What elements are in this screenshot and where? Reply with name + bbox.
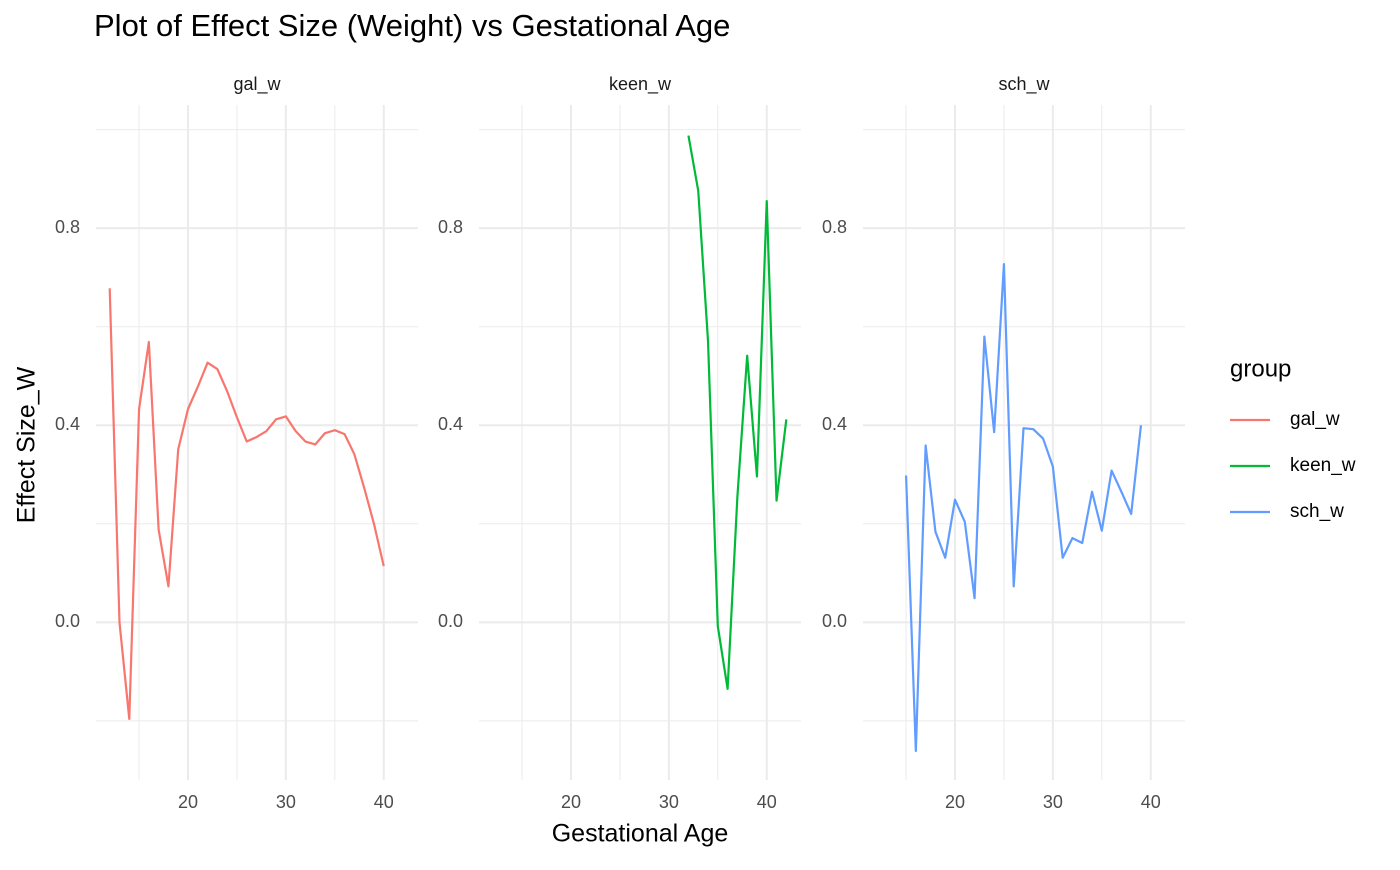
x-tick-label: 40 <box>374 792 394 812</box>
y-tick-label: 0.0 <box>822 611 847 631</box>
x-tick-label: 30 <box>276 792 296 812</box>
legend-label: gal_w <box>1290 409 1340 430</box>
facet-strip-label: keen_w <box>609 74 672 95</box>
y-tick-label: 0.4 <box>55 414 80 434</box>
x-tick-label: 40 <box>757 792 777 812</box>
y-tick-label: 0.0 <box>55 611 80 631</box>
line <box>904 263 1143 753</box>
line <box>108 288 385 721</box>
legend-title: group <box>1230 355 1291 382</box>
y-tick-label: 0.0 <box>438 611 463 631</box>
y-tick-label: 0.8 <box>438 217 463 237</box>
x-axis-label: Gestational Age <box>552 820 729 848</box>
x-tick-label: 30 <box>659 792 679 812</box>
chart-title: Plot of Effect Size (Weight) vs Gestatio… <box>94 8 730 43</box>
x-tick-label: 20 <box>945 792 965 812</box>
x-tick-label: 20 <box>178 792 198 812</box>
y-tick-label: 0.4 <box>822 414 847 434</box>
x-tick-label: 40 <box>1141 792 1161 812</box>
x-tick-label: 20 <box>561 792 581 812</box>
y-tick-label: 0.8 <box>822 217 847 237</box>
y-axis-label: Effect Size_W <box>13 366 41 523</box>
legend-label: sch_w <box>1290 501 1344 522</box>
facet-strip-label: gal_w <box>233 74 281 95</box>
line <box>687 135 788 690</box>
facet-strip-label: sch_w <box>998 74 1050 95</box>
x-tick-label: 30 <box>1043 792 1063 812</box>
y-tick-label: 0.8 <box>55 217 80 237</box>
y-tick-label: 0.4 <box>438 414 463 434</box>
legend-label: keen_w <box>1290 455 1356 476</box>
